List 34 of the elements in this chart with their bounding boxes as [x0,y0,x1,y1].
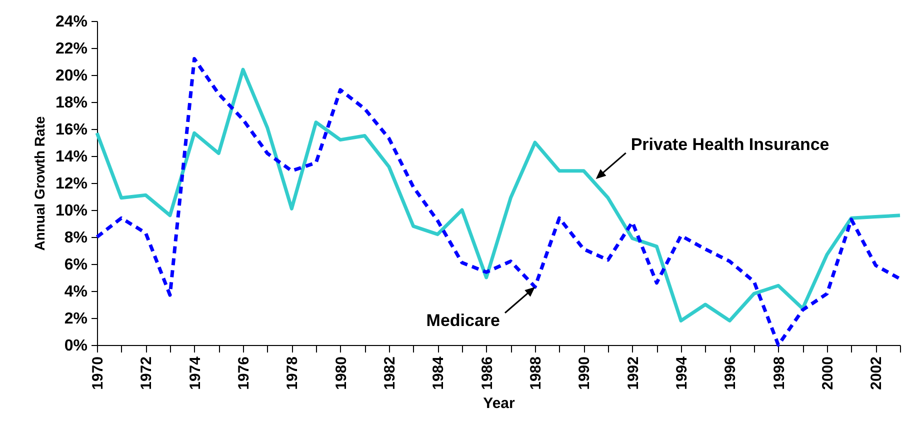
y-tick-label: 4% [64,284,88,300]
x-tick-label: 2002 [868,356,886,390]
x-tick-label: 1986 [478,356,496,390]
y-tick-label: 8% [64,230,88,246]
y-tick-label: 0% [64,338,88,354]
y-tick-label: 24% [55,14,88,30]
y-tick-label: 12% [55,176,88,192]
y-tick-label: 22% [55,40,88,58]
x-tick-label: 1996 [722,356,740,390]
x-tick-label: 1988 [528,356,544,390]
y-tick-label: 6% [64,256,88,274]
x-axis-title: Year [483,394,516,412]
x-tick-label: 1976 [236,356,252,390]
x-tick-label: 1974 [186,356,204,390]
y-axis-title: Annual Growth Rate [31,116,48,251]
y-tick-label: 18% [55,94,88,112]
x-tick-label: 1982 [382,356,398,390]
annotation: Medicare [426,310,500,330]
x-tick-label: 1984 [430,356,448,390]
x-tick-label: 1978 [284,356,302,390]
x-tick-label: 1992 [624,356,642,390]
x-tick-label: 1970 [90,356,106,390]
y-tick-label: 2% [64,310,88,328]
x-tick-label: 1994 [674,356,690,390]
y-tick-label: 16% [55,122,88,138]
y-tick-label: 20% [55,68,88,84]
x-tick-label: 1998 [770,356,788,390]
y-tick-label: 10% [55,202,88,220]
x-tick-label: 1990 [576,356,594,390]
x-tick-label: 2000 [820,356,836,390]
x-tick-label: 1980 [332,356,350,390]
y-tick-label: 14% [55,148,88,166]
x-tick-label: 1972 [138,356,156,390]
annotation: Private Health Insurance [630,134,830,154]
